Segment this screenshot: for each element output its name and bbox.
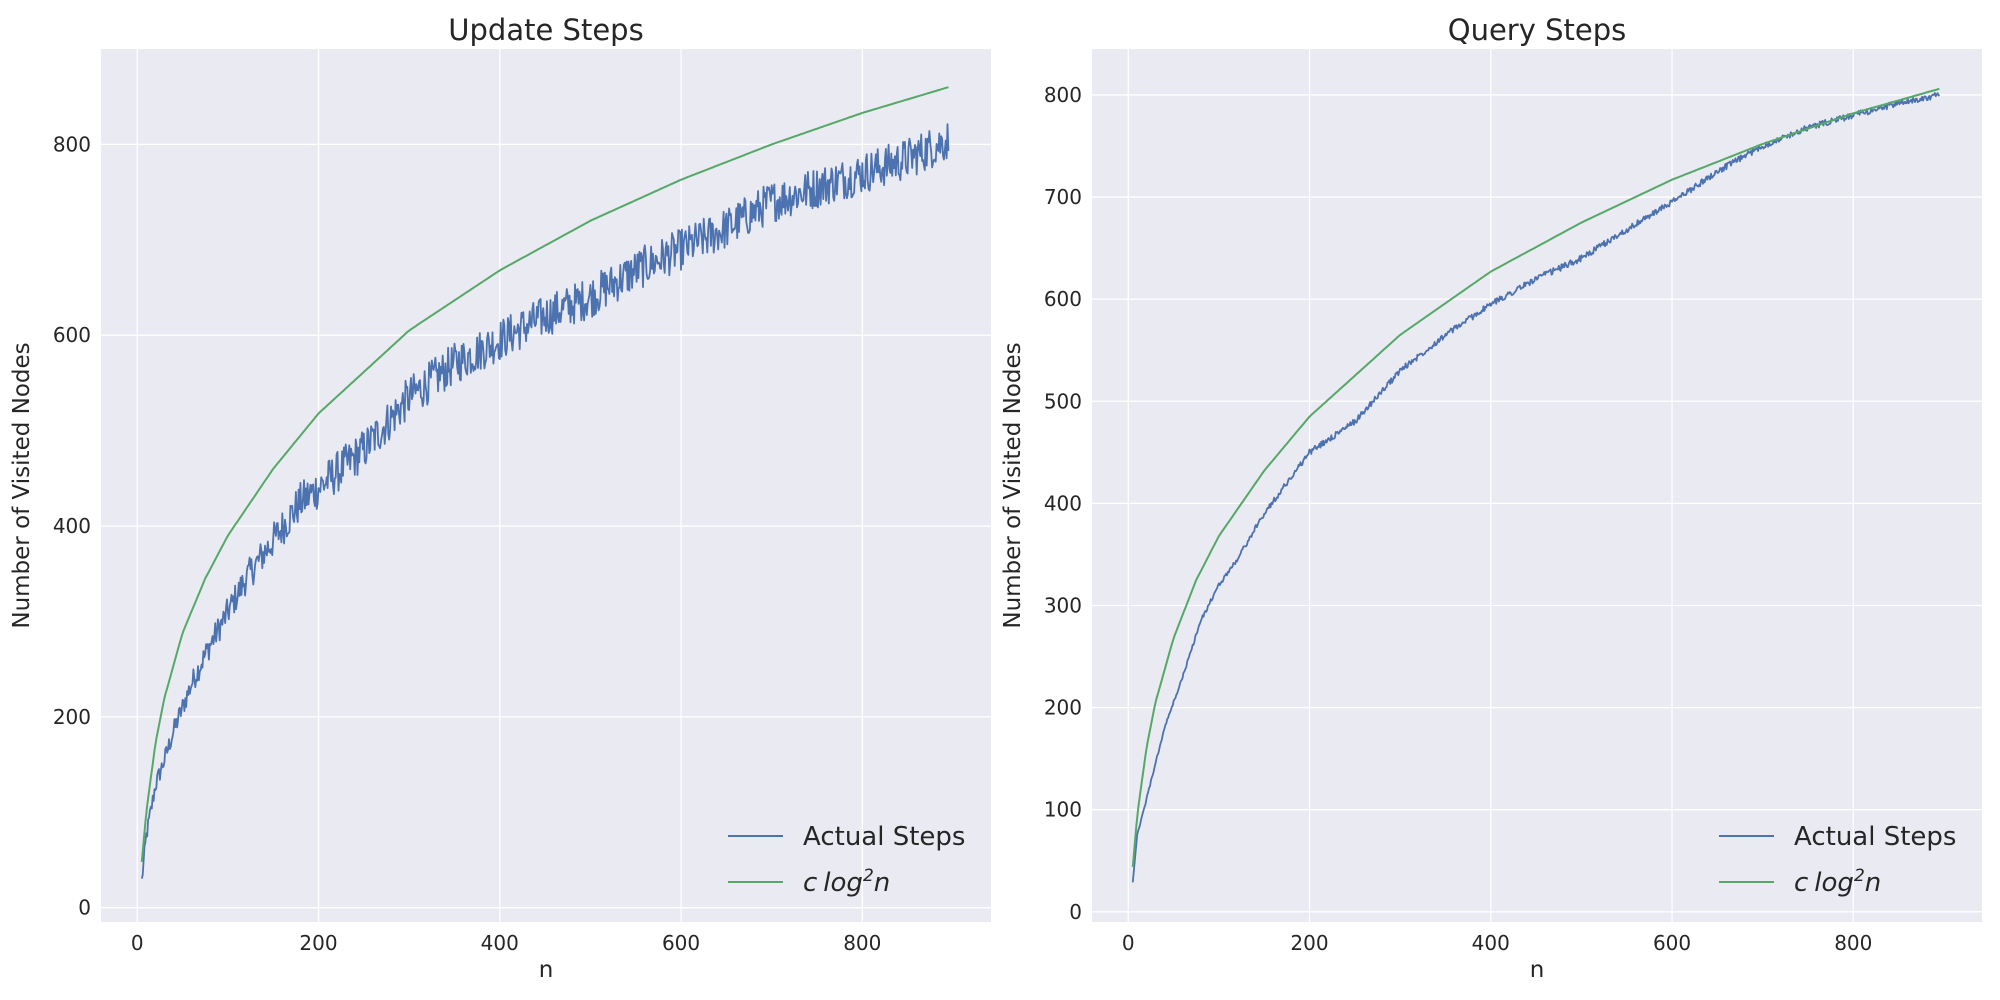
- x-tick-label: 600: [1653, 931, 1691, 955]
- x-tick-label: 600: [662, 931, 700, 955]
- x-tick-label: 800: [843, 931, 881, 955]
- x-axis-label: n: [1530, 957, 1545, 983]
- y-tick-label: 300: [1044, 593, 1082, 617]
- chart-title: Update Steps: [448, 13, 643, 47]
- y-tick-label: 800: [53, 132, 91, 156]
- y-tick-label: 600: [53, 323, 91, 347]
- x-tick-label: 0: [131, 931, 144, 955]
- tick-labels: 0 200 400 600 800 0 200 400 600 800: [53, 132, 882, 955]
- series-c-log2-n: [1131, 87, 1940, 867]
- y-axis-label: Number of Visited Nodes: [1000, 342, 1026, 628]
- grid: [101, 49, 991, 922]
- legend-label-actual: Actual Steps: [1794, 822, 1956, 852]
- y-axis-label: Number of Visited Nodes: [9, 342, 35, 628]
- y-tick-label: 400: [1044, 491, 1082, 515]
- chart-title: Query Steps: [1448, 13, 1627, 47]
- x-axis-label: n: [539, 957, 554, 983]
- y-tick-label: 200: [53, 705, 91, 729]
- x-tick-label: 800: [1834, 931, 1872, 955]
- tick-labels: 0 200 400 600 800 0 100 200 300 400 500 600 700 800: [1044, 83, 1873, 955]
- y-tick-label: 700: [1044, 185, 1082, 209]
- legend-label-theory: c log2n: [803, 866, 890, 898]
- x-tick-label: 200: [1290, 931, 1328, 955]
- y-tick-label: 100: [1044, 798, 1082, 822]
- x-tick-label: 0: [1122, 931, 1135, 955]
- legend: Actual Steps c log2n: [728, 822, 965, 898]
- series-layer: [1131, 87, 1941, 883]
- y-tick-label: 0: [1069, 900, 1082, 924]
- series-actual-steps: [140, 123, 950, 879]
- y-tick-label: 800: [1044, 83, 1082, 107]
- y-tick-label: 400: [53, 514, 91, 538]
- series-layer: [140, 86, 950, 879]
- panel-query-steps: 0 200 400 600 800 0 100 200 300 400 500 600 700 800 Q…: [1000, 13, 1982, 983]
- x-tick-label: 400: [1472, 931, 1510, 955]
- x-tick-label: 400: [481, 931, 519, 955]
- y-tick-label: 600: [1044, 287, 1082, 311]
- y-tick-label: 200: [1044, 696, 1082, 720]
- y-tick-label: 500: [1044, 389, 1082, 413]
- x-tick-label: 200: [299, 931, 337, 955]
- series-c-log2-n: [140, 86, 949, 862]
- legend-label-actual: Actual Steps: [803, 822, 965, 852]
- legend: Actual Steps c log2n: [1719, 822, 1956, 898]
- y-tick-label: 0: [78, 896, 91, 920]
- legend-label-theory: c log2n: [1794, 866, 1881, 898]
- plot-area: [1092, 49, 1982, 922]
- plot-area: [101, 49, 991, 922]
